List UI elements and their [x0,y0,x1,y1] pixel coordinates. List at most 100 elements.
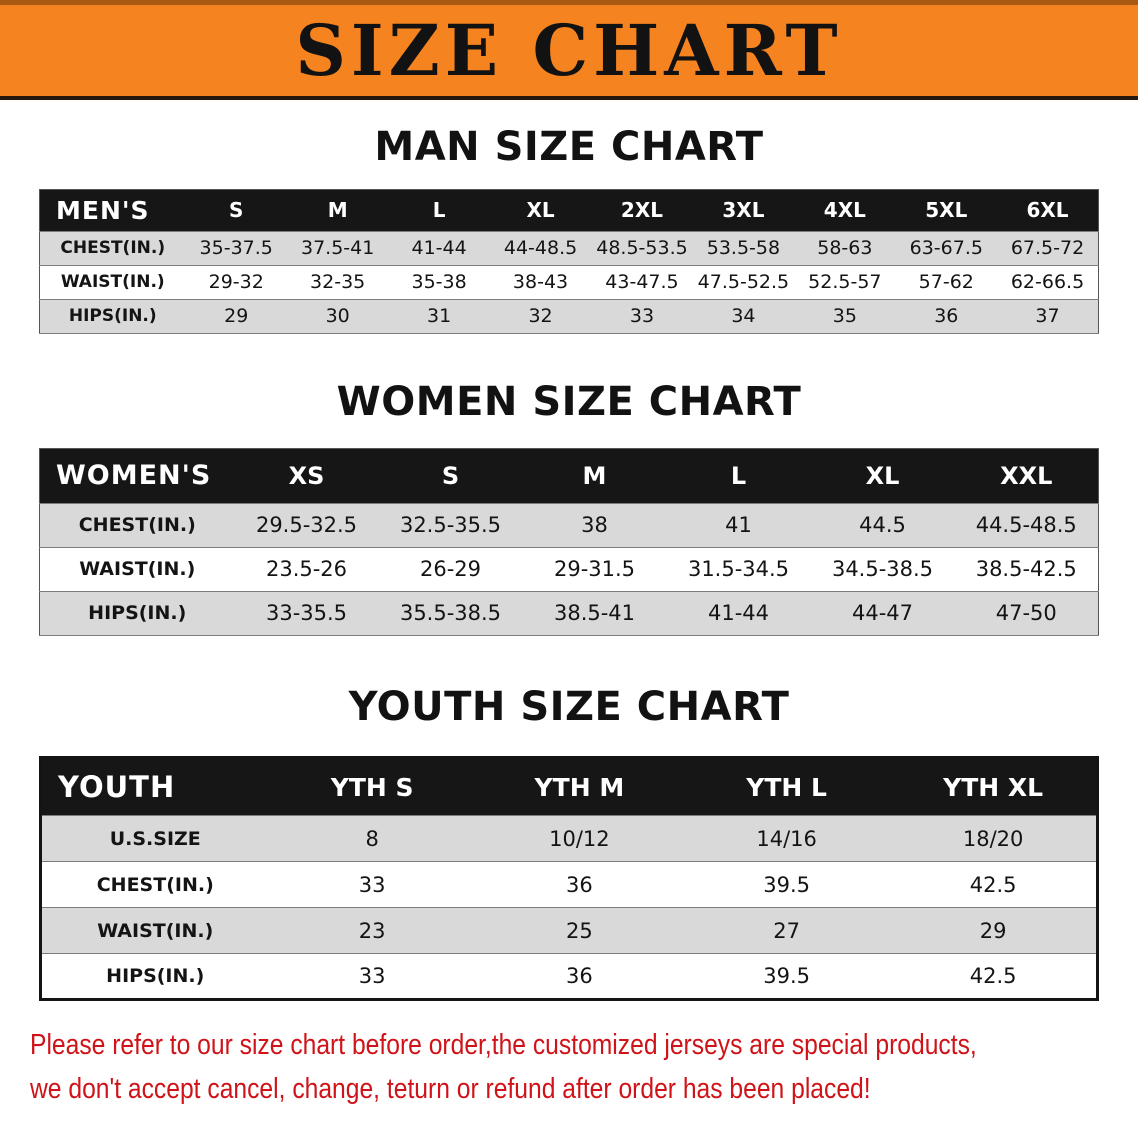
measurement-value: 29 [979,918,1007,943]
measurement-row: CHEST(IN.) 33 36 39.5 42.5 [40,861,1098,908]
measurement-value: 29 [224,305,249,328]
measurement-value: 33 [358,872,386,897]
table-corner-label: MEN'S [39,189,186,232]
size-column-header: XL [489,189,592,232]
measurement-value: 44-48.5 [503,237,578,260]
measurement-value: 38.5-41 [553,601,636,626]
measurement-value: 18/20 [962,826,1024,851]
size-column-header: L [388,189,490,232]
measurement-value: 33-35.5 [265,601,348,626]
table-corner-label: WOMEN'S [39,448,235,504]
size-column-header: M [286,189,389,232]
size-column-header: XXL [954,448,1099,504]
measurement-value: 63-67.5 [909,237,983,260]
measurement-value: 32.5-35.5 [399,513,502,538]
row-label: HIPS(IN.) [88,602,187,625]
size-chart-sections: MAN SIZE CHART MEN'S S M L XL 2XL 3XL 4XL 5XL 6XL C… [0,100,1138,1002]
measurement-value: 29.5-32.5 [255,513,358,538]
youth-size-chart-section: YOUTH SIZE CHART YOUTH YTH S YTH M YTH L YTH … [0,636,1138,1002]
measurement-row: HIPS(IN.) 33 36 39.5 42.5 [40,953,1098,1000]
row-label: WAIST(IN.) [60,272,165,293]
measurement-value: 33 [358,964,386,989]
measurement-value: 29-31.5 [553,557,636,582]
size-column-header: YTH M [475,757,683,816]
measurement-value: 32-35 [310,271,366,294]
row-label: U.S.SIZE [109,827,201,850]
row-label: CHEST(IN.) [96,873,214,896]
measurement-value: 14/16 [756,826,817,851]
measurement-value: 33 [629,305,655,328]
measurement-value: 23 [358,918,386,943]
measurement-value: 44.5 [859,513,906,538]
size-column-header: YTH XL [890,757,1098,816]
men-size-table: MEN'S S M L XL 2XL 3XL 4XL 5XL 6XL CHEST(IN.) 35-37… [39,188,1099,334]
table-corner-label: YOUTH [40,757,269,816]
measurement-value: 27 [773,918,800,943]
size-column-header: 5XL [895,189,997,232]
measurement-value: 32 [528,305,553,328]
page-title: SIZE CHART [295,8,843,92]
size-column-header: YTH L [683,757,891,816]
measurement-value: 31 [427,305,452,328]
size-column-header: YTH S [268,757,476,816]
measurement-value: 35 [832,305,857,328]
measurement-value: 30 [325,305,350,328]
measurement-row: WAIST(IN.) 29-32 32-35 35-38 38-43 43-47.5 47.… [39,265,1099,300]
row-label: WAIST(IN.) [79,558,196,581]
notice-line-1: Please refer to our size chart before or… [30,1029,977,1062]
measurement-value: 35-37.5 [199,237,273,260]
youth-size-table: YOUTH YTH S YTH M YTH L YTH XL U.S.SIZE 8 10/12… [39,756,1099,1002]
measurement-value: 41-44 [707,601,770,626]
measurement-row: HIPS(IN.) 29 30 31 32 33 34 35 36 37 [39,299,1099,334]
measurement-value: 10/12 [549,826,610,851]
measurement-value: 44.5-48.5 [975,513,1077,538]
banner: SIZE CHART [0,0,1138,100]
measurement-value: 38 [581,513,608,538]
row-label: WAIST(IN.) [97,919,214,942]
measurement-value: 37.5-41 [300,237,375,260]
measurement-row: U.S.SIZE 8 10/12 14/16 18/20 [40,815,1098,862]
measurement-value: 36 [566,964,593,989]
size-column-header: S [378,448,523,504]
measurement-value: 47.5-52.5 [697,271,790,294]
measurement-row: CHEST(IN.) 35-37.5 37.5-41 41-44 44-48.5 48.5… [39,231,1099,266]
measurement-value: 41-44 [411,237,467,260]
men-size-chart-section: MAN SIZE CHART MEN'S S M L XL 2XL 3XL 4XL 5XL 6XL C… [0,100,1138,334]
measurement-value: 35-38 [411,271,467,294]
size-column-header: 3XL [692,189,795,232]
measurement-value: 62-66.5 [1010,271,1085,294]
row-label: CHEST(IN.) [60,238,166,259]
measurement-value: 47-50 [995,601,1057,626]
measurement-value: 44-47 [851,601,914,626]
women-size-table: WOMEN'S XS S M L XL XXL CHEST(IN.) 29.5-32.5 32.5… [39,447,1099,636]
row-label: HIPS(IN.) [68,306,157,327]
size-column-header: 2XL [591,189,693,232]
size-column-header: L [666,448,811,504]
measurement-value: 34 [731,305,756,328]
measurement-value: 52.5-57 [808,271,882,294]
size-column-header: 4XL [794,189,896,232]
measurement-value: 42.5 [969,964,1017,989]
measurement-row: CHEST(IN.) 29.5-32.5 32.5-35.5 38 41 44.5 44.5… [39,503,1099,548]
women-section-heading: WOMEN SIZE CHART [336,378,802,425]
size-column-header: M [522,448,667,504]
measurement-value: 48.5-53.5 [596,237,688,260]
measurement-value: 53.5-58 [706,237,781,260]
row-label: CHEST(IN.) [78,514,196,537]
measurement-value: 37 [1035,305,1060,328]
women-size-chart-section: WOMEN SIZE CHART WOMEN'S XS S M L XL XXL CHEST(I… [0,334,1138,636]
size-column-header: XS [234,448,379,504]
size-column-header: S [185,189,287,232]
table-header-row: MEN'S S M L XL 2XL 3XL 4XL 5XL 6XL [39,189,1099,232]
measurement-value: 29-32 [208,271,264,294]
men-section-heading: MAN SIZE CHART [374,124,764,170]
table-header-row: WOMEN'S XS S M L XL XXL [39,448,1099,504]
measurement-value: 36 [566,872,593,897]
youth-section-heading: YOUTH SIZE CHART [348,683,790,730]
measurement-value: 38.5-42.5 [975,557,1077,582]
footer-notice: Please refer to our size chart before or… [0,1025,1138,1109]
measurement-value: 35.5-38.5 [399,601,502,626]
measurement-value: 31.5-34.5 [687,557,790,582]
measurement-value: 39.5 [763,964,810,989]
measurement-value: 42.5 [969,872,1017,897]
